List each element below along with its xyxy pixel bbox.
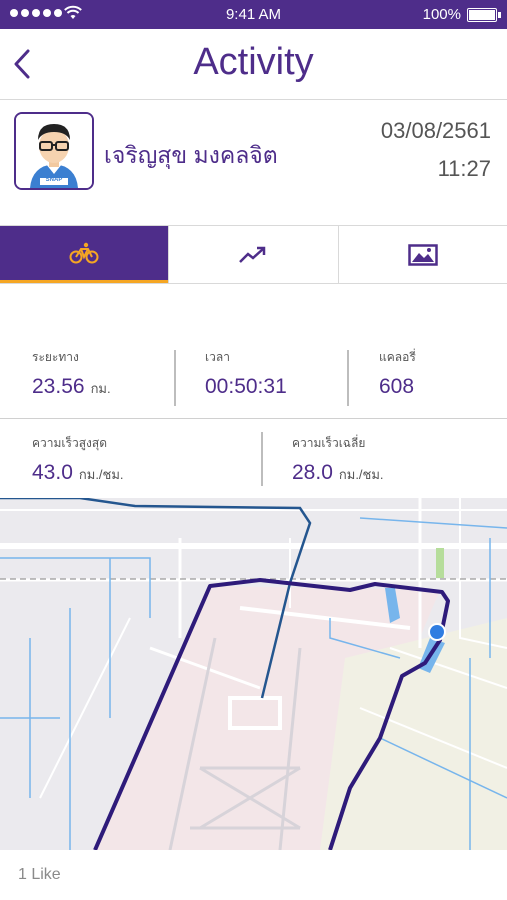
profile-name: เจริญสุข มงคลจิต [104, 142, 278, 168]
map-canvas [0, 498, 507, 850]
tab-ride[interactable] [0, 226, 169, 283]
wifi-icon [64, 5, 82, 19]
distance-unit: กม. [90, 381, 111, 396]
max-speed-value: 43.0 [32, 461, 73, 484]
route-map[interactable] [0, 498, 507, 850]
stats-row-2: ความเร็วสูงสุด 43.0 กม./ชม. ความเร็วเฉลี่… [0, 418, 507, 496]
stat-max-speed: ความเร็วสูงสุด 43.0 กม./ชม. [32, 434, 124, 485]
signal-icon [10, 9, 62, 17]
chevron-left-icon [14, 49, 30, 79]
stats-row-1: ระยะทาง 23.56 กม. เวลา 00:50:31 แคลอรี่ 6… [0, 348, 507, 419]
distance-label: ระยะทาง [32, 350, 79, 364]
tab-photos[interactable] [337, 226, 507, 283]
max-speed-unit: กม./ชม. [78, 467, 124, 482]
back-button[interactable] [10, 47, 40, 81]
divider [174, 350, 176, 406]
status-time: 9:41 AM [225, 6, 282, 23]
status-bar: 9:41 AM 100% [0, 0, 507, 29]
profile-section: SNAP เจริญสุข มงคลจิต 03/08/2561 11:27 [0, 100, 507, 226]
battery-icon [467, 8, 501, 22]
activity-tabs [0, 226, 507, 284]
stat-duration: เวลา 00:50:31 [205, 348, 287, 399]
avatar-badge-text: SNAP [45, 177, 63, 183]
avg-speed-value: 28.0 [292, 461, 333, 484]
battery-percent: 100% [422, 6, 461, 23]
current-location-icon [430, 625, 444, 639]
header: Activity [0, 29, 507, 100]
image-icon [408, 243, 438, 266]
like-count[interactable]: 1 Like [18, 866, 61, 883]
stat-calories: แคลอรี่ 608 [379, 348, 416, 399]
activity-time: 11:27 [437, 156, 491, 181]
tab-chart[interactable] [168, 226, 337, 283]
duration-label: เวลา [205, 350, 230, 364]
divider [347, 350, 349, 406]
stat-avg-speed: ความเร็วเฉลี่ย 28.0 กม./ชม. [292, 434, 384, 485]
activity-date: 03/08/2561 [380, 118, 491, 143]
avg-speed-unit: กม./ชม. [338, 467, 384, 482]
avatar-illustration [16, 114, 92, 188]
distance-value: 23.56 [32, 375, 85, 398]
stat-distance: ระยะทาง 23.56 กม. [32, 348, 111, 399]
duration-value: 00:50:31 [205, 375, 287, 398]
max-speed-label: ความเร็วสูงสุด [32, 436, 107, 450]
avatar[interactable]: SNAP [14, 112, 94, 190]
divider [261, 432, 263, 486]
avg-speed-label: ความเร็วเฉลี่ย [292, 436, 366, 450]
bicycle-icon [69, 242, 99, 264]
page-title: Activity [193, 41, 314, 83]
calories-label: แคลอรี่ [379, 350, 416, 364]
calories-value: 608 [379, 375, 415, 398]
trend-chart-icon [239, 246, 266, 263]
